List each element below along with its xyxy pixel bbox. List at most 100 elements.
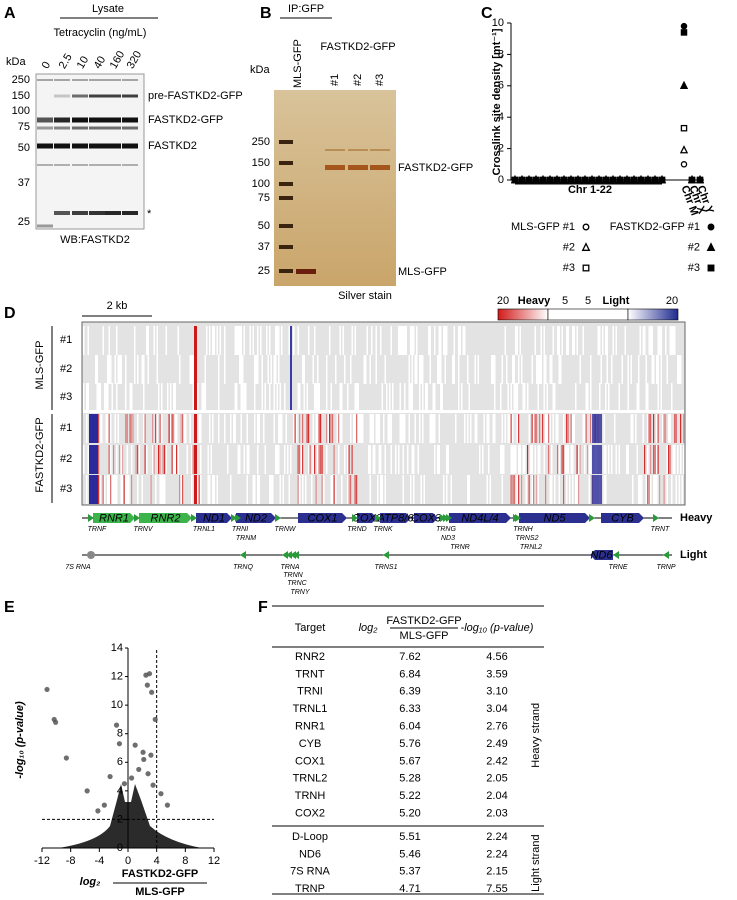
heatmap-cell (318, 445, 320, 474)
table-cell: 2.24 (486, 831, 507, 843)
heatmap-cell (500, 445, 502, 474)
heatmap-cell (144, 445, 146, 474)
heatmap-cell (680, 355, 682, 384)
heatmap-cell (348, 475, 350, 504)
heatmap-cell (434, 326, 436, 355)
heatmap-cell (284, 445, 286, 474)
heatmap-cell (338, 445, 340, 474)
data-point (696, 176, 704, 184)
heatmap-cell (530, 445, 532, 474)
heatmap-cell (317, 383, 319, 412)
heatmap-cell (528, 414, 530, 443)
heatmap-cell (528, 475, 530, 504)
heatmap-cell (474, 414, 476, 443)
heatmap-cell (120, 445, 122, 474)
heatmap-cell (504, 414, 506, 443)
heatmap-cell (638, 355, 640, 384)
marker-label: 75 (18, 121, 30, 133)
table-cell: 7.55 (486, 883, 507, 895)
heatmap-cell (489, 475, 491, 504)
legend-marker (581, 242, 591, 251)
heatmap-cell (683, 414, 685, 443)
heatmap-cell (567, 445, 569, 474)
heatmap-cell (242, 355, 244, 384)
data-point (146, 671, 153, 677)
heatmap-cell (354, 475, 356, 504)
heatmap-cell (110, 445, 112, 474)
heatmap-cell (267, 355, 269, 384)
heatmap-cell (224, 355, 226, 384)
gel-band (122, 117, 138, 123)
heatmap-cell (137, 475, 139, 504)
heatmap-cell (158, 445, 160, 474)
heatmap-cell (98, 383, 100, 412)
heatmap-cell (512, 445, 514, 474)
gel-band (37, 143, 53, 149)
gel-band (348, 149, 368, 151)
heatmap-cell (128, 475, 130, 504)
heatmap-cell (429, 355, 431, 384)
heatmap-cell (657, 326, 659, 355)
trna (235, 514, 241, 522)
trna (134, 514, 140, 522)
data-point (567, 176, 575, 184)
heatmap-cell (152, 414, 154, 443)
table-cell: TRNI (297, 686, 323, 698)
heatmap-cell (624, 326, 626, 355)
gene-label: TRNN (283, 572, 303, 579)
heatmap-cell (98, 414, 100, 443)
data-point (574, 176, 582, 184)
heatmap-cell (287, 445, 289, 474)
heatmap-cell (521, 355, 523, 384)
heatmap-cell (348, 445, 350, 474)
heatmap-cell (650, 326, 652, 355)
heatmap-cell (377, 475, 379, 504)
lane-label: 40 (92, 54, 109, 71)
gene (414, 513, 438, 523)
heatmap-cell (290, 383, 292, 412)
heatmap-cell (344, 445, 346, 474)
trna (589, 514, 595, 522)
heatmap-cell (117, 355, 119, 384)
heatmap-cell (630, 414, 632, 443)
gel-band (105, 143, 121, 149)
heatmap-cell (230, 414, 232, 443)
table-cell: D-Loop (292, 831, 328, 843)
heatmap-cell (539, 414, 541, 443)
heatmap-cell (335, 475, 337, 504)
heatmap-cell (131, 445, 133, 474)
header: Lysate (92, 3, 124, 15)
heatmap-cell (621, 355, 623, 384)
strand-label: Light (680, 549, 707, 561)
lane-label: 0 (40, 60, 53, 71)
heatmap-cell (650, 414, 652, 443)
heatmap-cell (294, 414, 296, 443)
heatmap-cell (558, 475, 560, 504)
heatmap-cell (137, 355, 139, 384)
heatmap-cell (419, 383, 421, 412)
data-point (651, 176, 659, 184)
heatmap-cell (342, 326, 344, 355)
heatmap-cell (512, 355, 514, 384)
gel-band (54, 126, 70, 130)
heatmap-cell (86, 414, 88, 443)
table-cell: 2.15 (486, 866, 507, 878)
heatmap-cell (651, 355, 653, 384)
heatmap-cell (590, 414, 592, 443)
heatmap-cell (255, 355, 257, 384)
heatmap-cell (555, 414, 557, 443)
trna (375, 514, 381, 522)
heatmap-cell (278, 445, 280, 474)
y-axis-label: -log₁₀ (p-value) (14, 701, 26, 779)
heatmap-cell (647, 475, 649, 504)
data-point (95, 808, 101, 814)
heatmap-cell (165, 445, 167, 474)
heatmap-cell (330, 475, 332, 504)
marker-label: 250 (252, 136, 270, 148)
point-cloud (58, 784, 202, 848)
heatmap-cell (312, 445, 314, 474)
heatmap-cell (311, 475, 313, 504)
x-tick-label: 12 (208, 855, 220, 867)
heatmap-cell (486, 414, 488, 443)
